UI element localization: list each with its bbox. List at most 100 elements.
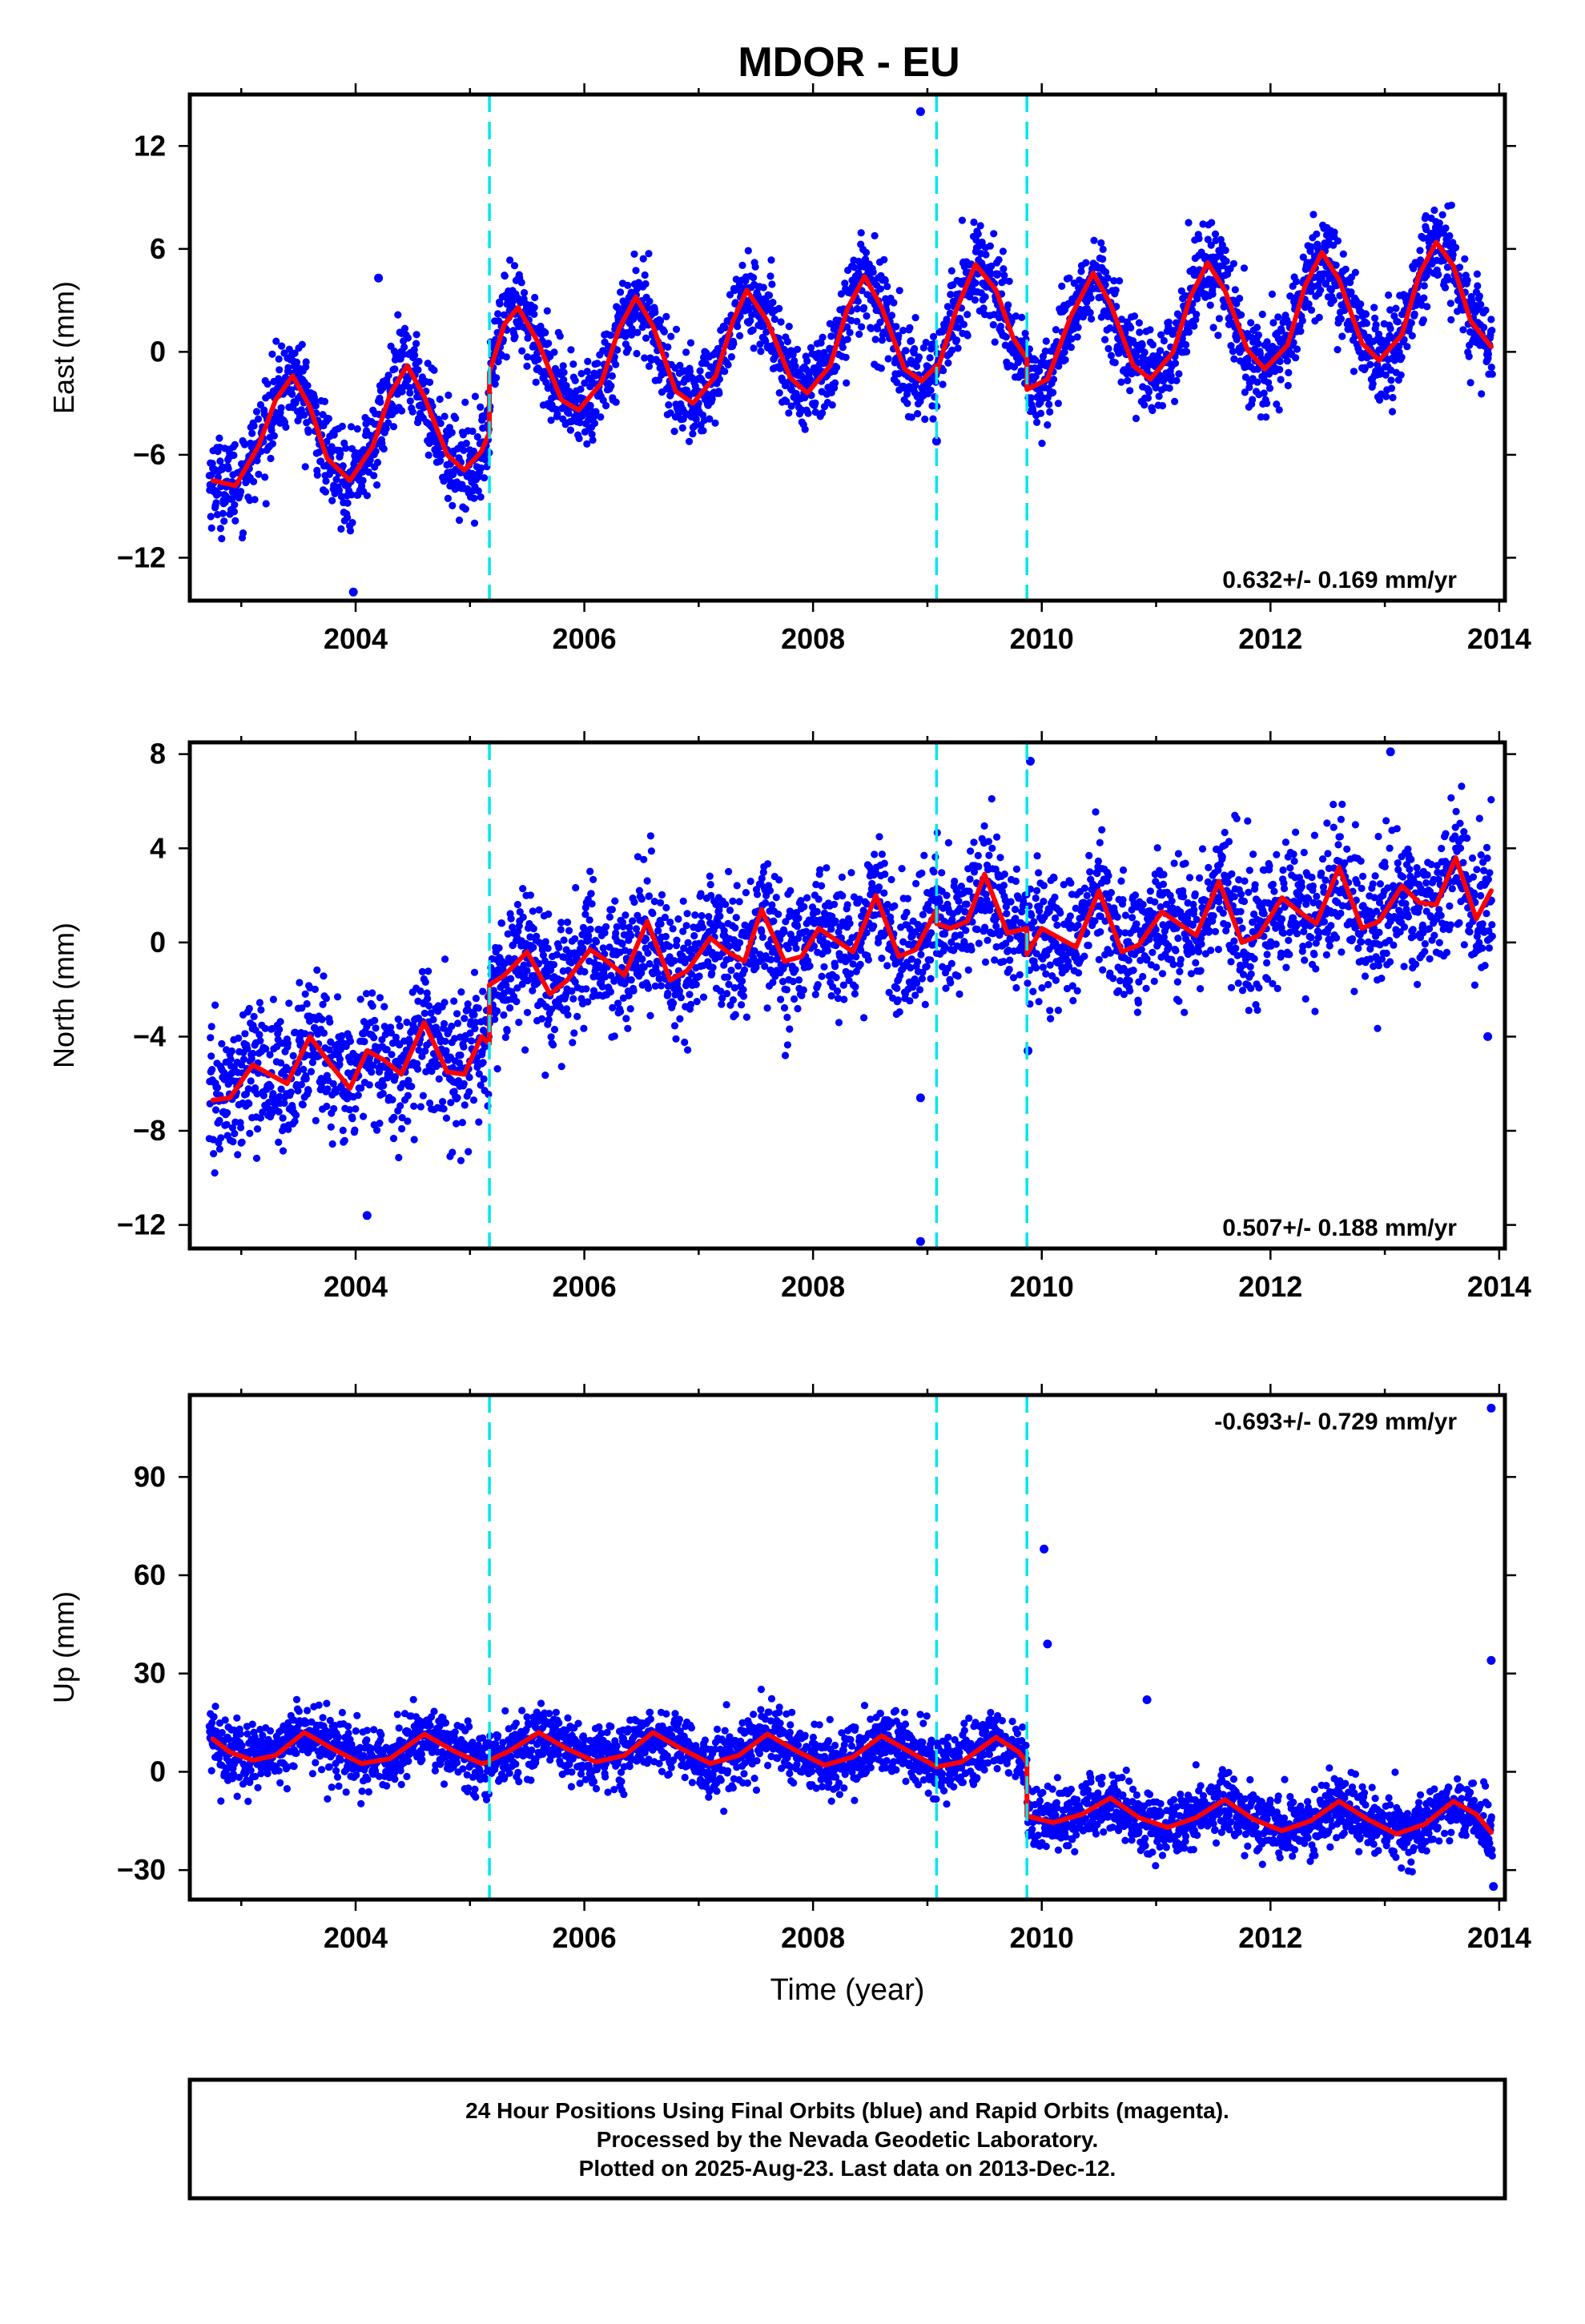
data-point	[818, 972, 826, 980]
data-point	[380, 1003, 388, 1011]
data-point	[1260, 389, 1268, 397]
data-point	[460, 1080, 468, 1088]
data-point	[647, 847, 656, 855]
data-point	[368, 1002, 376, 1010]
data-point	[416, 987, 424, 995]
x-tick-label: 2004	[324, 622, 388, 655]
data-point	[911, 344, 919, 353]
data-point	[325, 1046, 333, 1054]
data-point	[948, 346, 956, 354]
data-point	[567, 346, 575, 354]
data-point	[557, 926, 565, 934]
data-point	[1211, 230, 1220, 238]
data-point	[410, 346, 418, 354]
data-point	[686, 991, 694, 999]
data-point	[338, 1031, 346, 1040]
data-point	[1307, 306, 1316, 314]
data-point	[228, 1124, 236, 1132]
data-point	[1297, 328, 1305, 336]
data-point	[1262, 413, 1270, 421]
data-point	[1065, 274, 1073, 282]
data-point	[780, 1003, 789, 1012]
data-point	[1193, 295, 1201, 303]
data-point	[833, 364, 841, 372]
data-point	[353, 425, 361, 433]
data-point	[256, 1037, 264, 1045]
data-point	[665, 401, 673, 409]
data-point	[223, 1109, 231, 1117]
data-point	[609, 1003, 617, 1011]
data-point	[541, 1072, 549, 1080]
data-point	[1241, 388, 1249, 396]
data-point	[1096, 293, 1104, 301]
data-point	[801, 425, 809, 433]
data-point	[664, 989, 672, 997]
data-point	[738, 261, 746, 269]
data-point	[531, 293, 539, 302]
data-point	[284, 1039, 292, 1047]
data-point	[266, 1051, 274, 1059]
data-point	[366, 456, 374, 464]
data-point	[1307, 243, 1315, 251]
data-point	[511, 332, 519, 340]
data-point	[406, 397, 414, 405]
data-point	[1140, 348, 1149, 356]
data-point	[292, 1028, 300, 1036]
data-point	[560, 936, 568, 944]
data-point	[1002, 333, 1010, 341]
data-point	[1230, 355, 1238, 363]
data-point	[583, 440, 591, 448]
data-point	[835, 1019, 843, 1027]
data-point	[669, 925, 677, 933]
data-point	[1446, 300, 1454, 308]
data-point	[1012, 312, 1020, 320]
data-point	[504, 930, 512, 938]
data-point	[335, 486, 344, 495]
data-point	[1124, 376, 1132, 384]
data-point	[846, 328, 854, 336]
data-point	[683, 910, 691, 918]
data-point	[1475, 292, 1483, 300]
data-point	[1342, 265, 1350, 273]
data-point	[318, 1015, 326, 1023]
data-point	[336, 1045, 344, 1054]
data-point	[348, 491, 356, 499]
data-point	[521, 288, 529, 297]
data-point	[722, 900, 730, 908]
data-point	[764, 860, 772, 868]
data-point	[1386, 306, 1394, 314]
data-point	[394, 311, 402, 319]
data-point	[785, 323, 793, 331]
data-point	[1299, 253, 1307, 261]
data-point	[276, 1025, 284, 1034]
data-point	[644, 984, 653, 992]
data-point	[1253, 378, 1261, 386]
data-point	[263, 380, 272, 388]
data-point	[699, 427, 707, 435]
data-point	[698, 923, 707, 931]
data-point	[651, 982, 659, 990]
data-point	[744, 247, 752, 255]
data-point	[1229, 348, 1237, 356]
data-point	[795, 976, 803, 984]
data-point	[461, 1101, 469, 1109]
data-point	[539, 951, 548, 959]
data-point	[676, 1015, 684, 1023]
data-point	[903, 400, 911, 408]
data-point	[491, 1015, 499, 1023]
data-point	[718, 1000, 726, 1008]
data-point	[581, 967, 589, 976]
data-point	[783, 1041, 792, 1049]
data-point	[320, 972, 328, 980]
data-point	[1447, 201, 1455, 209]
data-point	[1370, 304, 1378, 312]
y-tick-label: −6	[133, 438, 166, 471]
data-point	[705, 372, 713, 380]
data-point	[218, 1039, 226, 1047]
data-point	[863, 291, 871, 299]
data-point	[585, 916, 593, 924]
data-point	[466, 1029, 474, 1037]
data-point	[1214, 332, 1222, 340]
east-data-points	[205, 107, 1496, 597]
data-point	[1049, 388, 1057, 396]
